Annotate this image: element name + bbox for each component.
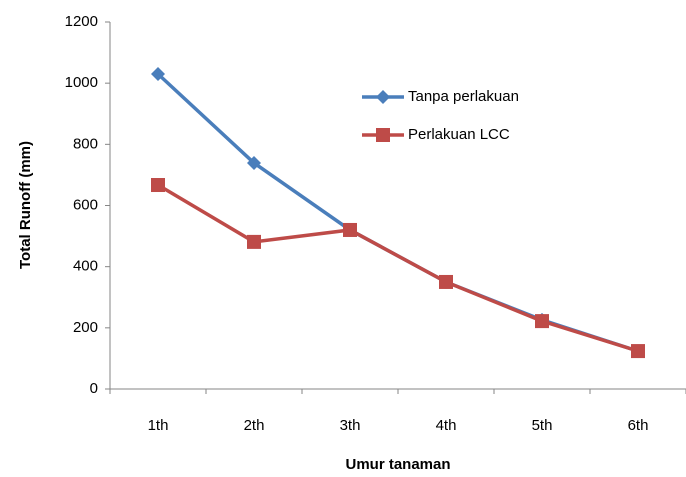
x-tick-label: 5th xyxy=(532,417,553,434)
y-tick-label: 800 xyxy=(73,135,98,152)
data-point xyxy=(439,274,453,289)
x-tick-label: 4th xyxy=(436,417,457,434)
data-point xyxy=(631,344,645,359)
data-point xyxy=(151,178,165,193)
x-tick-label: 3th xyxy=(340,417,361,434)
y-tick-label: 600 xyxy=(73,196,98,213)
x-tick-label: 6th xyxy=(628,417,649,434)
series-line xyxy=(156,72,639,353)
data-point xyxy=(343,222,357,237)
data-point xyxy=(247,155,261,170)
y-tick-label: 200 xyxy=(73,319,98,336)
y-tick-label: 1000 xyxy=(65,74,98,91)
y-tick-label: 0 xyxy=(90,380,98,397)
data-point xyxy=(535,314,549,329)
x-axis-title: Umur tanaman xyxy=(345,456,450,473)
y-tick-label: 400 xyxy=(73,258,98,275)
y-axis-title: Total Runoff (mm) xyxy=(17,141,34,269)
data-point xyxy=(151,66,165,81)
data-point xyxy=(247,234,261,249)
legend-marker xyxy=(376,128,390,142)
legend-label: Perlakuan LCC xyxy=(408,126,510,143)
x-tick-label: 2th xyxy=(244,417,265,434)
y-tick-label: 1200 xyxy=(65,13,98,30)
legend-label: Tanpa perlakuan xyxy=(408,88,519,105)
legend-marker xyxy=(376,90,390,104)
x-tick-label: 1th xyxy=(148,417,169,434)
series-line xyxy=(157,183,639,353)
